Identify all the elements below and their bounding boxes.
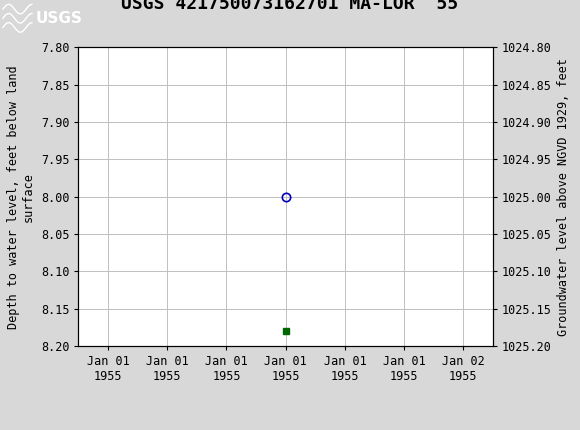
- Text: USGS 421750073162701 MA-LOR  55: USGS 421750073162701 MA-LOR 55: [121, 0, 459, 13]
- Y-axis label: Depth to water level, feet below land
surface: Depth to water level, feet below land su…: [7, 65, 35, 329]
- Y-axis label: Groundwater level above NGVD 1929, feet: Groundwater level above NGVD 1929, feet: [557, 58, 571, 336]
- Text: USGS: USGS: [36, 11, 83, 26]
